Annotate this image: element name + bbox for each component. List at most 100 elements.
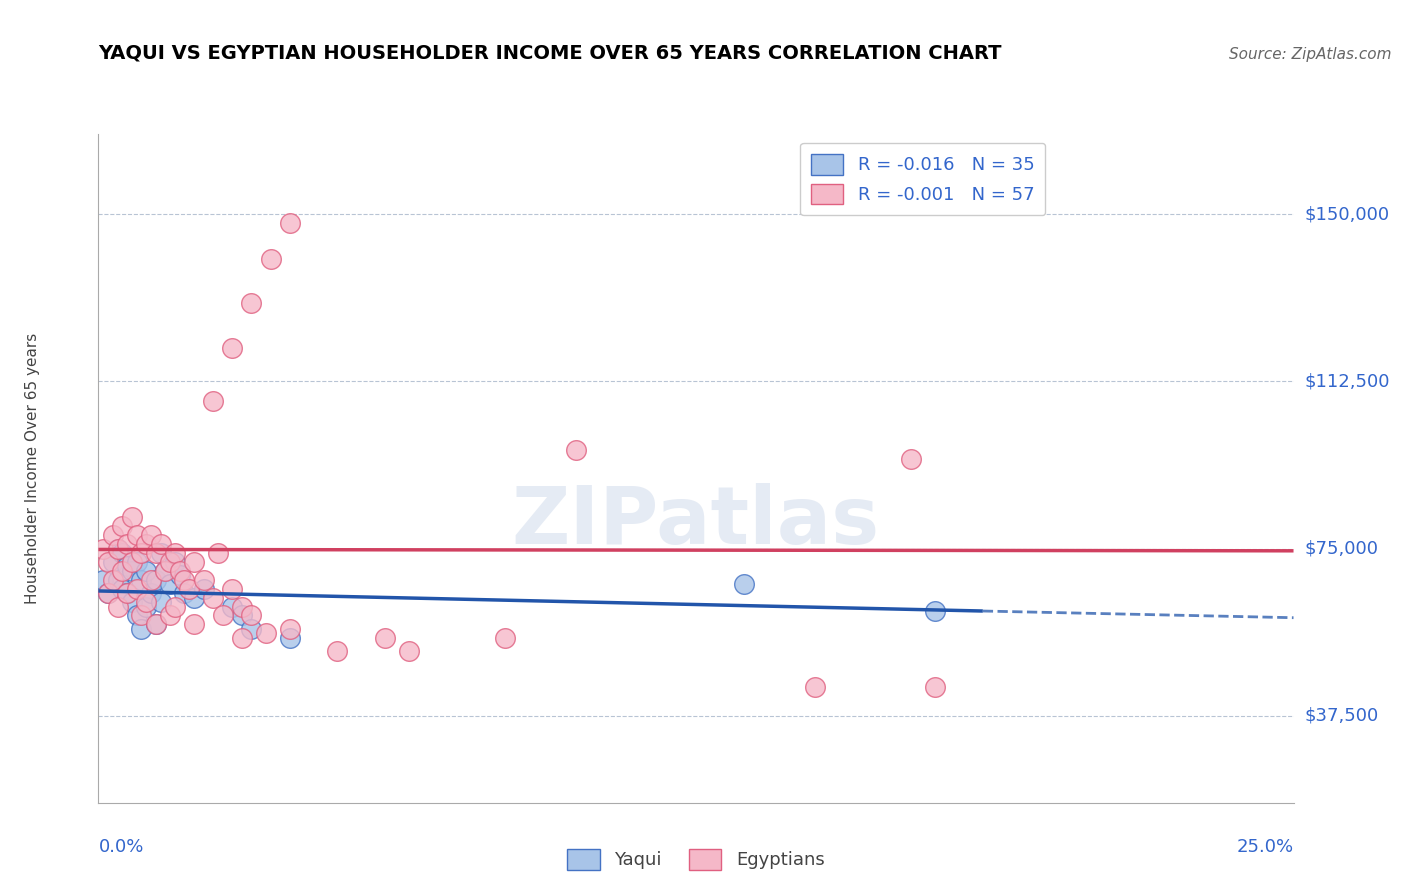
Text: YAQUI VS EGYPTIAN HOUSEHOLDER INCOME OVER 65 YEARS CORRELATION CHART: YAQUI VS EGYPTIAN HOUSEHOLDER INCOME OVE… [98,44,1002,62]
Point [139,573,162,587]
Point [924,604,946,618]
Point [259,252,281,266]
Point [121,510,143,524]
Point [149,595,172,609]
Point [231,631,253,645]
Point [115,586,138,600]
Point [101,555,124,569]
Point [163,599,186,614]
Point [159,555,181,569]
Point [145,546,167,560]
Point [240,296,263,310]
Point [155,564,177,578]
Point [111,564,134,578]
Point [221,341,243,355]
Text: $112,500: $112,500 [1305,372,1391,391]
Point [202,591,225,605]
Point [107,541,129,556]
Point [125,555,148,569]
Point [278,631,301,645]
Point [107,599,129,614]
Point [326,644,349,658]
Point [231,599,253,614]
Point [131,608,153,623]
Point [131,622,153,636]
Text: ZIPatlas: ZIPatlas [512,483,880,561]
Point [111,519,134,533]
Point [159,577,181,591]
Point [121,595,143,609]
Point [169,568,191,582]
Point [163,555,186,569]
Point [374,631,396,645]
Point [565,443,588,458]
Point [240,608,263,623]
Point [231,608,253,623]
Point [202,394,225,409]
Point [155,564,177,578]
Text: Householder Income Over 65 years: Householder Income Over 65 years [25,333,41,604]
Point [121,564,143,578]
Point [101,528,124,542]
Point [179,582,201,596]
Point [125,528,148,542]
Point [733,577,755,591]
Point [145,573,167,587]
Point [193,573,215,587]
Point [804,680,827,694]
Point [135,564,157,578]
Point [135,537,157,551]
Point [221,599,243,614]
Point [221,582,243,596]
Text: Source: ZipAtlas.com: Source: ZipAtlas.com [1229,47,1392,62]
Point [398,644,420,658]
Point [97,555,120,569]
Point [149,537,172,551]
Point [240,622,263,636]
Point [211,608,233,623]
Point [145,617,167,632]
Point [125,582,148,596]
Point [111,582,134,596]
Point [183,591,205,605]
Point [97,586,120,600]
Point [111,546,134,560]
Point [135,595,157,609]
Point [131,546,153,560]
Point [924,680,946,694]
Point [131,573,153,587]
Point [900,452,922,467]
Point [107,541,129,556]
Point [183,555,205,569]
Point [115,586,138,600]
Point [163,546,186,560]
Point [91,573,114,587]
Point [97,586,120,600]
Point [149,546,172,560]
Point [115,537,138,551]
Point [183,617,205,632]
Text: 0.0%: 0.0% [98,838,143,856]
Point [207,546,229,560]
Point [91,541,114,556]
Point [278,622,301,636]
Point [169,564,191,578]
Point [135,599,157,614]
Text: $37,500: $37,500 [1305,706,1379,725]
Point [139,528,162,542]
Point [193,582,215,596]
Text: $150,000: $150,000 [1305,205,1389,223]
Point [494,631,516,645]
Point [107,573,129,587]
Point [173,573,195,587]
Point [173,586,195,600]
Text: $75,000: $75,000 [1305,540,1379,558]
Point [159,608,181,623]
Legend: Yaqui, Egyptians: Yaqui, Egyptians [557,838,835,880]
Point [125,608,148,623]
Point [254,626,277,640]
Point [278,216,301,230]
Text: 25.0%: 25.0% [1236,838,1294,856]
Point [115,559,138,574]
Point [139,586,162,600]
